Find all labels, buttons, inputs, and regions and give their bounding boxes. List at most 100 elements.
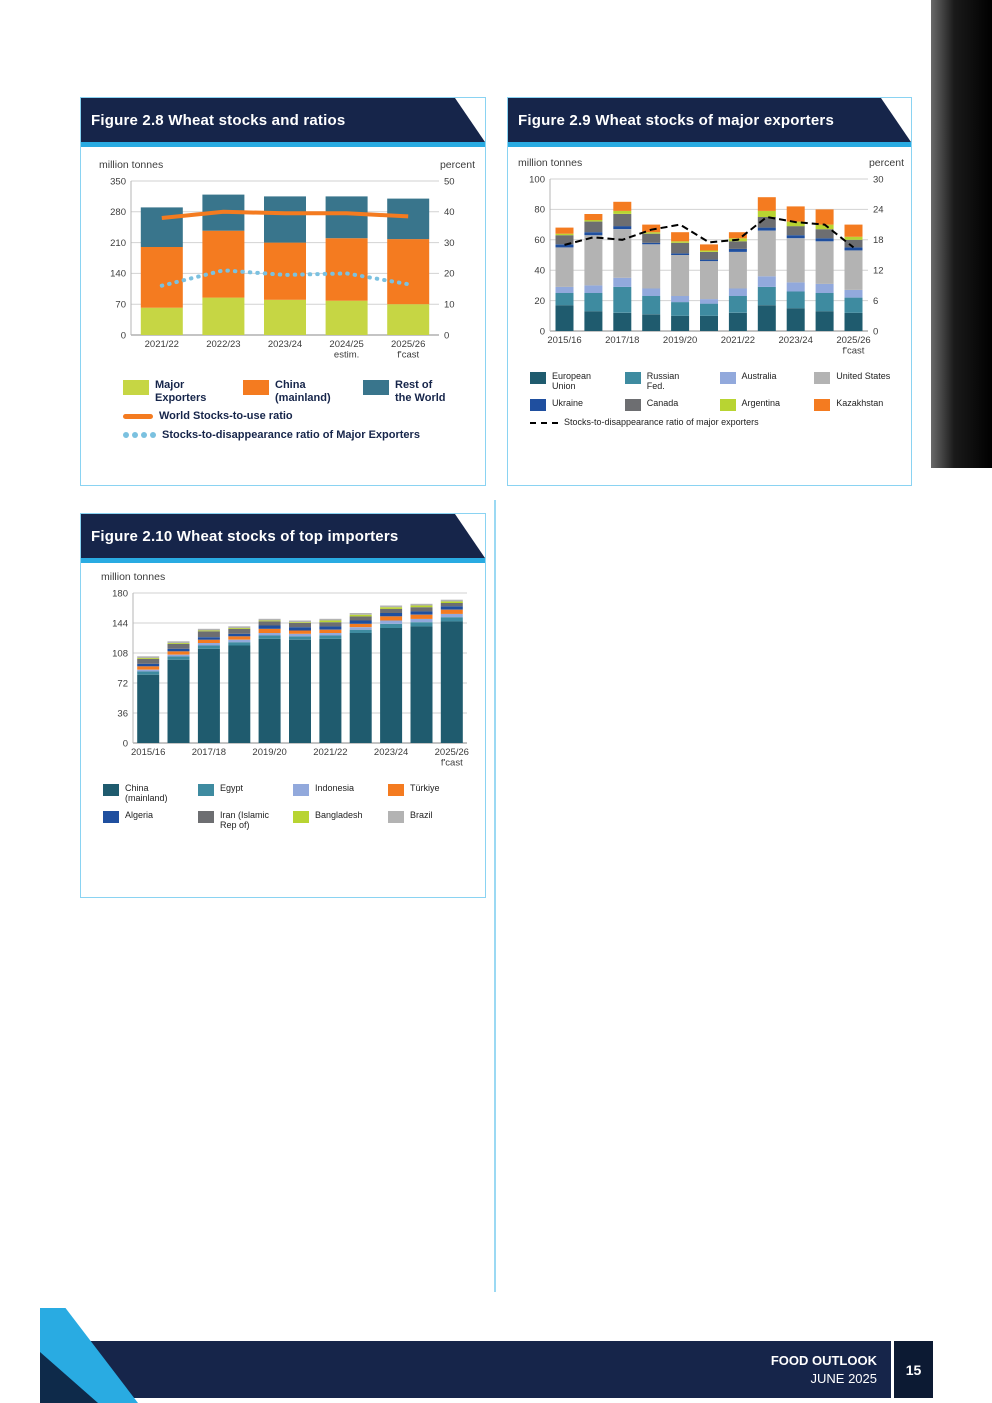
- legend-swatch-rect-icon: [198, 784, 214, 796]
- svg-text:2017/18: 2017/18: [192, 747, 226, 758]
- svg-text:f'cast: f'cast: [843, 346, 865, 357]
- figure-2-10: Figure 2.10 Wheat stocks of top importer…: [80, 513, 486, 898]
- svg-text:6: 6: [873, 296, 878, 307]
- legend-item: United States: [814, 371, 901, 384]
- svg-text:180: 180: [112, 588, 128, 599]
- figure-2-9-chart: 0 20 40 60 80 100 0 6 12 18 24 30 2015/16 2017/18 2019…: [510, 151, 909, 365]
- svg-text:2023/24: 2023/24: [374, 747, 408, 758]
- legend-label: Egypt: [220, 783, 244, 793]
- legend-swatch-rect-icon: [814, 398, 831, 411]
- svg-text:50: 50: [444, 176, 455, 187]
- legend-item: European Union: [530, 371, 617, 392]
- legend-item: Stocks-to-disappearance ratio of major e…: [530, 417, 759, 427]
- svg-text:0: 0: [123, 738, 128, 749]
- svg-text:2017/18: 2017/18: [605, 335, 639, 346]
- legend-swatch-rect-icon: [293, 810, 309, 823]
- svg-text:2021/22: 2021/22: [145, 339, 179, 350]
- legend-label: European Union: [552, 371, 592, 392]
- legend-swatch-rect-icon: [103, 810, 119, 823]
- svg-text:60: 60: [534, 235, 545, 246]
- svg-text:20: 20: [534, 296, 545, 307]
- legend-label: Iran (Islamic Rep of): [220, 809, 270, 831]
- legend-label: Kazakhstan: [836, 397, 884, 408]
- svg-text:140: 140: [110, 269, 126, 280]
- svg-text:30: 30: [444, 238, 455, 249]
- svg-text:estim.: estim.: [334, 350, 359, 361]
- svg-text:280: 280: [110, 207, 126, 218]
- svg-text:18: 18: [873, 235, 884, 246]
- legend-swatch-rect-icon: [530, 372, 546, 384]
- legend-item: Iran (Islamic Rep of): [198, 810, 285, 831]
- legend-label: Argentina: [741, 397, 781, 408]
- legend-swatch-dots-icon: [123, 431, 156, 438]
- svg-text:f'cast: f'cast: [397, 350, 419, 361]
- legend-swatch-rect-icon: [103, 784, 119, 796]
- figure-2-10-title: Figure 2.10 Wheat stocks of top importer…: [91, 527, 399, 545]
- legend-item: Bangladesh: [293, 810, 380, 823]
- legend-item: Brazil: [388, 810, 475, 823]
- legend-row: European Union Russian Fed. Australia Unite…: [530, 371, 909, 392]
- page-edge-shadow: [931, 0, 992, 468]
- figure-2-8-title: Figure 2.8 Wheat stocks and ratios: [91, 111, 346, 129]
- footer-issue-date: JUNE 2025: [810, 1370, 877, 1386]
- legend-label: Rest of the World: [395, 379, 446, 404]
- svg-text:2019/20: 2019/20: [252, 747, 286, 758]
- svg-text:12: 12: [873, 266, 884, 277]
- svg-text:2025/26: 2025/26: [836, 335, 870, 346]
- svg-text:210: 210: [110, 238, 126, 249]
- legend-swatch-rect-icon: [388, 784, 404, 796]
- legend-swatch-rect-icon: [624, 398, 641, 411]
- legend-swatch-rect-icon: [388, 810, 404, 823]
- legend-item: Türkiye: [388, 783, 475, 796]
- legend-row: World Stocks-to-use ratio: [123, 410, 483, 423]
- figure-2-8-body: 0 70 140 210 280 350 0 10 20 30 40 50 2021/22 2022/23…: [81, 147, 485, 442]
- legend-item: Algeria: [103, 810, 190, 823]
- legend-row: Algeria Iran (Islamic Rep of) Bangladesh Br…: [103, 810, 483, 831]
- legend-label: Russian Fed.: [646, 371, 680, 392]
- legend-item: Kazakhstan: [814, 398, 901, 411]
- svg-text:2015/16: 2015/16: [131, 747, 165, 758]
- legend-item: Argentina: [719, 397, 807, 411]
- svg-text:2024/25: 2024/25: [329, 339, 363, 350]
- legend-item: Canada: [624, 397, 712, 411]
- figure-2-10-chart: 0 36 72 108 144 180 2015/16 2017/18 2019/20 2021/…: [83, 567, 483, 777]
- svg-text:percent: percent: [440, 159, 475, 171]
- accent-bar: [508, 142, 911, 147]
- svg-text:108: 108: [112, 648, 128, 659]
- legend-label: Stocks-to-disappearance ratio of Major E…: [162, 428, 420, 441]
- legend-item: Ukraine: [530, 398, 617, 411]
- svg-text:million tonnes: million tonnes: [99, 159, 163, 171]
- legend-swatch-rect-icon: [243, 380, 269, 395]
- legend-swatch-rect-icon: [719, 398, 736, 411]
- figure-2-9-body: 0 20 40 60 80 100 0 6 12 18 24 30 2015/16 2017/18 2019…: [508, 147, 911, 427]
- column-divider: [494, 500, 496, 1292]
- svg-text:10: 10: [444, 300, 455, 311]
- legend-row: Stocks-to-disappearance ratio of major e…: [530, 417, 909, 427]
- legend-swatch-rect-icon: [293, 784, 309, 796]
- legend-swatch-rect-icon: [814, 372, 831, 384]
- legend-label: Bangladesh: [315, 809, 363, 820]
- legend-swatch-rect-icon: [198, 810, 214, 823]
- legend-label: World Stocks-to-use ratio: [159, 410, 293, 423]
- figure-2-8-chart: 0 70 140 210 280 350 0 10 20 30 40 50 2021/22 2022/23…: [83, 151, 483, 373]
- svg-text:144: 144: [112, 618, 128, 629]
- footer-bar: FOOD OUTLOOK JUNE 2025: [40, 1341, 891, 1398]
- svg-text:0: 0: [444, 330, 449, 341]
- legend-label: Indonesia: [315, 783, 355, 793]
- legend-item: Stocks-to-disappearance ratio of Major E…: [123, 429, 420, 442]
- legend-row: Major Exporters China (mainland) Rest of t…: [123, 379, 483, 404]
- svg-text:million tonnes: million tonnes: [101, 571, 165, 583]
- svg-text:70: 70: [115, 300, 126, 311]
- svg-text:2019/20: 2019/20: [663, 335, 697, 346]
- svg-text:2022/23: 2022/23: [206, 339, 240, 350]
- page-number-box: 15: [894, 1341, 933, 1398]
- svg-text:0: 0: [540, 326, 545, 337]
- legend-label: Canada: [646, 397, 679, 408]
- legend-swatch-rect-icon: [123, 380, 149, 395]
- legend-label: Algeria: [125, 809, 154, 820]
- svg-text:20: 20: [444, 269, 455, 280]
- figure-2-8-legend: Major Exporters China (mainland) Rest of t…: [83, 379, 483, 442]
- legend-item: Major Exporters: [123, 379, 235, 404]
- legend-item: China (mainland): [103, 783, 190, 804]
